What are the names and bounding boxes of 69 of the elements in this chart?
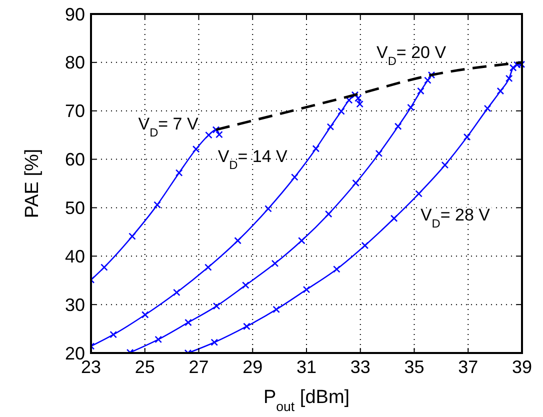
- point: [216, 130, 223, 138]
- y-tick-label: 30: [64, 294, 85, 315]
- point: [324, 210, 332, 218]
- y-tick-label: 40: [64, 246, 85, 266]
- x-tick-label: 27: [188, 357, 209, 377]
- point: [407, 104, 414, 112]
- y-tick-label: 80: [64, 52, 85, 73]
- y-tick-label: 50: [64, 198, 85, 218]
- y-tick-label: 90: [64, 4, 85, 24]
- point: [361, 242, 369, 250]
- point: [496, 87, 504, 95]
- x-tick-label: 33: [350, 357, 370, 377]
- point: [356, 100, 364, 108]
- point: [345, 96, 353, 104]
- series-label: V$_{D}$= 14 V: [218, 147, 288, 172]
- point: [484, 104, 492, 112]
- point: [243, 322, 250, 330]
- point: [417, 87, 424, 95]
- x-tick-label: 39: [512, 357, 532, 377]
- point: [272, 306, 280, 314]
- series-label: V$_{D}$= 28 V: [420, 205, 491, 230]
- point: [154, 336, 162, 344]
- x-tick-label: 31: [296, 357, 317, 377]
- point: [234, 236, 242, 244]
- point: [210, 338, 218, 346]
- point: [338, 108, 345, 115]
- point: [290, 174, 298, 181]
- point: [441, 161, 449, 169]
- x-tick-label: 37: [458, 357, 478, 377]
- point: [264, 205, 272, 212]
- x-tick-label: 29: [242, 357, 263, 377]
- point: [505, 74, 513, 82]
- point: [242, 282, 250, 289]
- point: [428, 71, 436, 79]
- point: [192, 145, 200, 153]
- y-axis-title: PAE [%]: [22, 148, 43, 218]
- point: [302, 286, 310, 294]
- point: [326, 123, 334, 130]
- point: [154, 201, 161, 208]
- point: [141, 311, 149, 318]
- point: [100, 264, 108, 271]
- point: [463, 133, 471, 141]
- point: [173, 288, 180, 296]
- x-axis-title: P$_{out}$ [dBm]: [263, 387, 350, 414]
- point: [415, 190, 422, 198]
- point: [298, 236, 306, 244]
- point: [212, 126, 220, 134]
- y-tick-label: 60: [64, 150, 85, 170]
- point: [352, 179, 360, 187]
- point: [175, 169, 183, 176]
- x-tick-label: 35: [404, 357, 424, 377]
- point: [394, 122, 402, 130]
- point: [212, 302, 220, 310]
- series-label: V$_{D}$= 7 V: [138, 114, 199, 140]
- point: [271, 260, 279, 268]
- point: [128, 232, 136, 240]
- point: [110, 330, 118, 338]
- point: [184, 318, 192, 326]
- point: [312, 144, 320, 152]
- series-label: V$_{D}$= 20 V: [376, 42, 447, 68]
- point: [205, 131, 212, 139]
- point: [354, 94, 362, 102]
- point: [375, 150, 383, 158]
- y-tick-label: 70: [64, 101, 85, 122]
- point: [333, 266, 340, 273]
- point: [509, 64, 517, 72]
- point: [204, 264, 212, 271]
- point: [390, 214, 398, 222]
- x-tick-label: 25: [134, 357, 155, 377]
